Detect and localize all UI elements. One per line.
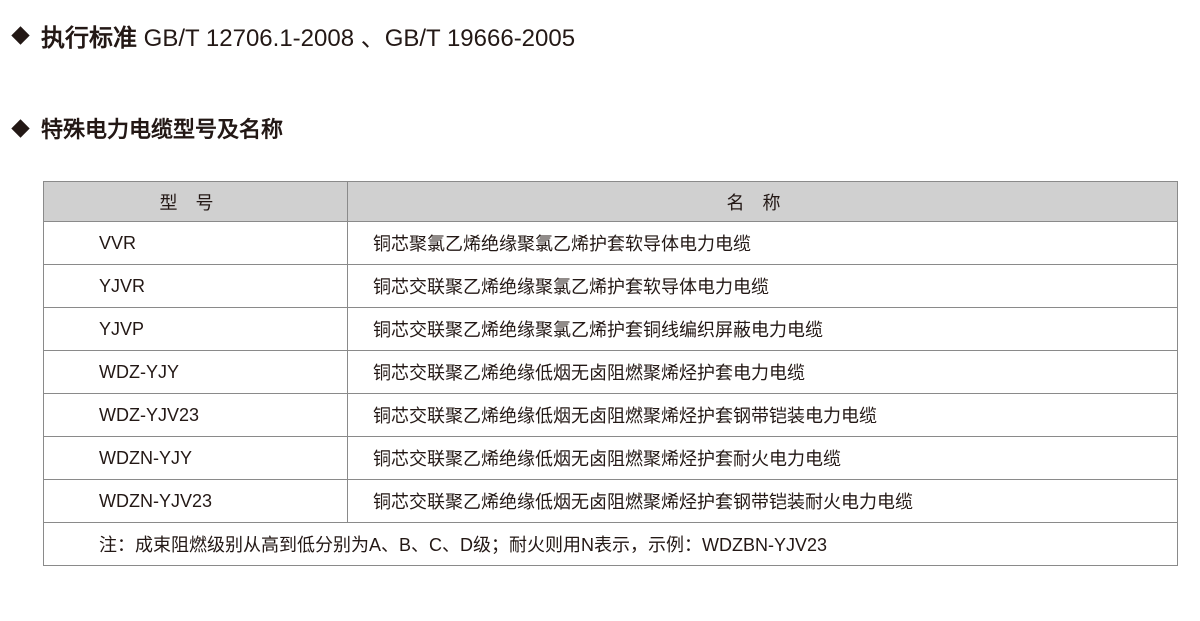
standard-label: 执行标准 (41, 25, 137, 52)
standard-value: GB/T 12706.1-2008 、GB/T 19666-2005 (143, 25, 576, 52)
name-cell: 铜芯聚氯乙烯绝缘聚氯乙烯护套软导体电力电缆 (347, 221, 1178, 265)
table-note: 注：成束阻燃级别从高到低分别为A、B、C、D级；耐火则用N表示，示例：WDZBN… (43, 522, 1178, 566)
table-note-row: 注：成束阻燃级别从高到低分别为A、B、C、D级；耐火则用N表示，示例：WDZBN… (43, 522, 1178, 566)
table-row: YJVR 铜芯交联聚乙烯绝缘聚氯乙烯护套软导体电力电缆 (43, 264, 1178, 308)
name-cell: 铜芯交联聚乙烯绝缘低烟无卤阻燃聚烯烃护套电力电缆 (347, 350, 1178, 394)
diamond-bullet-icon (11, 26, 30, 45)
standard-heading: 执行标准 GB/T 12706.1-2008 、GB/T 19666-2005 (8, 18, 575, 53)
table-row: VVR 铜芯聚氯乙烯绝缘聚氯乙烯护套软导体电力电缆 (43, 221, 1178, 265)
model-cell: YJVR (43, 264, 348, 308)
model-cell: WDZN-YJY (43, 436, 348, 480)
section-heading: 特殊电力电缆型号及名称 (8, 112, 283, 144)
model-cell: WDZN-YJV23 (43, 479, 348, 523)
name-cell: 铜芯交联聚乙烯绝缘聚氯乙烯护套铜线编织屏蔽电力电缆 (347, 307, 1178, 351)
section-title: 特殊电力电缆型号及名称 (41, 117, 284, 142)
model-cell: VVR (43, 221, 348, 265)
header-name: 名称 (347, 181, 1178, 222)
name-cell: 铜芯交联聚乙烯绝缘聚氯乙烯护套软导体电力电缆 (347, 264, 1178, 308)
table-row: WDZN-YJV23 铜芯交联聚乙烯绝缘低烟无卤阻燃聚烯烃护套钢带铠装耐火电力电缆 (43, 479, 1178, 523)
table-row: WDZ-YJV23 铜芯交联聚乙烯绝缘低烟无卤阻燃聚烯烃护套钢带铠装电力电缆 (43, 393, 1178, 437)
name-cell: 铜芯交联聚乙烯绝缘低烟无卤阻燃聚烯烃护套钢带铠装电力电缆 (347, 393, 1178, 437)
name-cell: 铜芯交联聚乙烯绝缘低烟无卤阻燃聚烯烃护套耐火电力电缆 (347, 436, 1178, 480)
table-row: WDZN-YJY 铜芯交联聚乙烯绝缘低烟无卤阻燃聚烯烃护套耐火电力电缆 (43, 436, 1178, 480)
model-cell: WDZ-YJY (43, 350, 348, 394)
model-cell: WDZ-YJV23 (43, 393, 348, 437)
header-model: 型号 (43, 181, 348, 222)
model-cell: YJVP (43, 307, 348, 351)
cable-model-table: 型号 名称 VVR 铜芯聚氯乙烯绝缘聚氯乙烯护套软导体电力电缆 YJVR 铜芯交联聚… (43, 181, 1178, 566)
name-cell: 铜芯交联聚乙烯绝缘低烟无卤阻燃聚烯烃护套钢带铠装耐火电力电缆 (347, 479, 1178, 523)
diamond-bullet-icon (11, 118, 30, 138)
table-row: WDZ-YJY 铜芯交联聚乙烯绝缘低烟无卤阻燃聚烯烃护套电力电缆 (43, 350, 1178, 394)
table-row: YJVP 铜芯交联聚乙烯绝缘聚氯乙烯护套铜线编织屏蔽电力电缆 (43, 307, 1178, 351)
table-header-row: 型号 名称 (43, 181, 1178, 222)
